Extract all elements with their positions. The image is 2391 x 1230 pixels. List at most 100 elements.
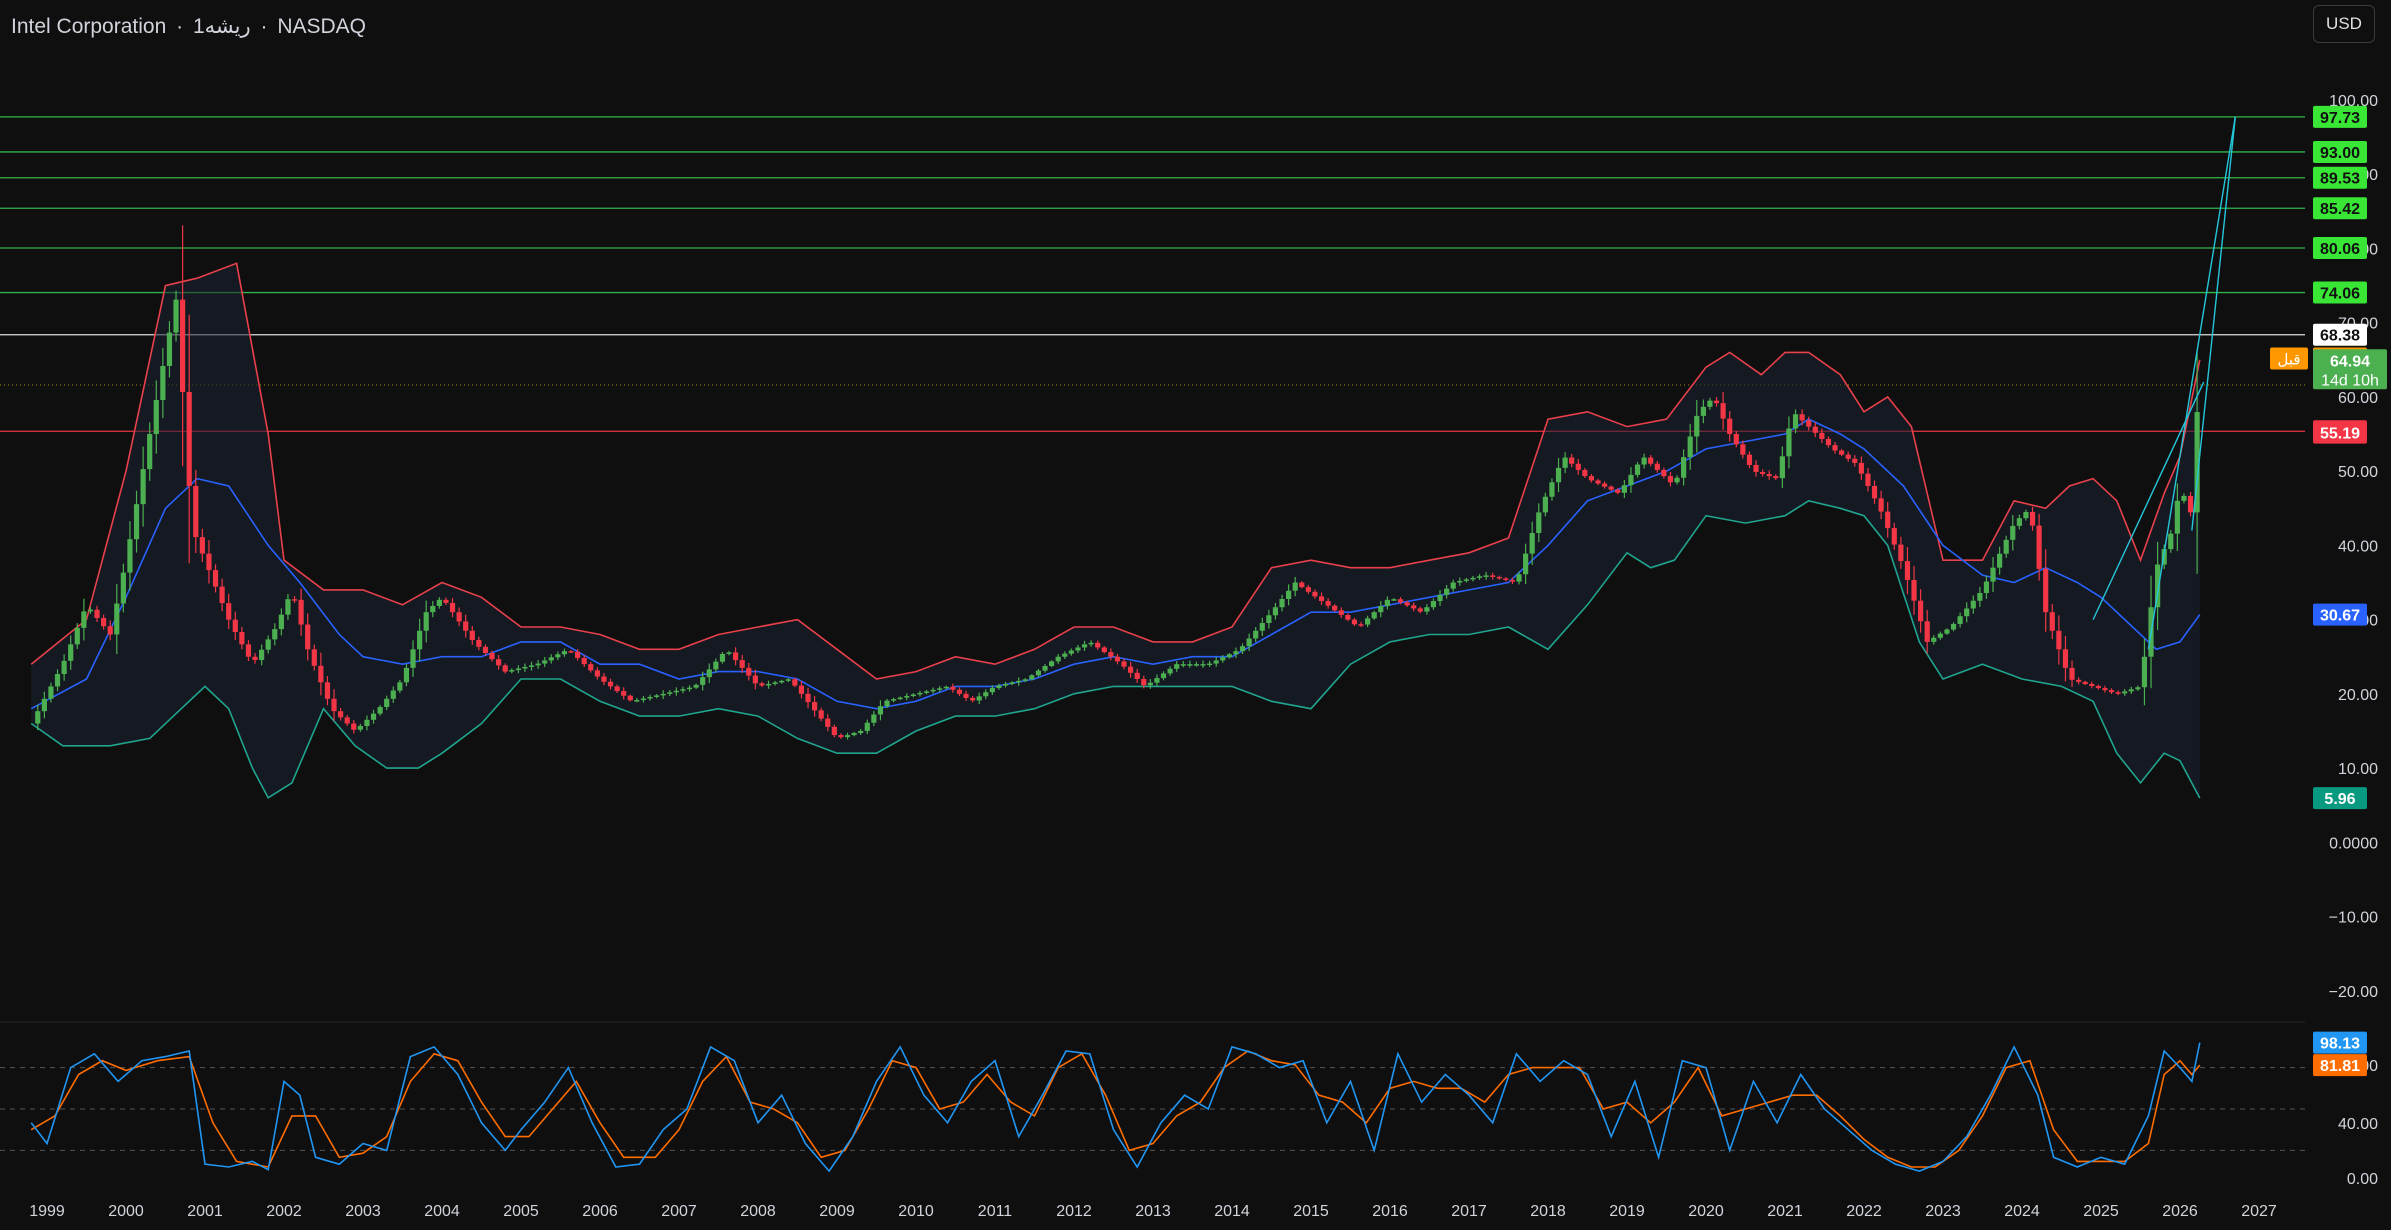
time-tick-label: 2004: [424, 1203, 460, 1220]
candle-down: [2108, 690, 2115, 693]
candle-down: [746, 667, 752, 676]
candle-down: [456, 612, 462, 622]
candle-up: [654, 695, 660, 697]
candle-up: [1239, 646, 1246, 652]
candle-down: [1509, 580, 1516, 582]
candle-up: [430, 606, 436, 613]
candle-up: [2010, 525, 2016, 540]
trendlines[interactable]: [2092, 116, 2236, 650]
candle-up: [173, 299, 179, 333]
candle-up: [917, 692, 923, 695]
candle-down: [338, 711, 344, 718]
time-tick-label: 2014: [1214, 1203, 1250, 1220]
candle-down: [1911, 580, 1917, 601]
stoch-badge-bg: [2313, 1031, 2367, 1054]
time-tick-label: 2016: [1372, 1203, 1408, 1220]
time-tick-label: 2021: [1767, 1203, 1803, 1220]
candle-down: [950, 686, 956, 690]
candle-up: [1536, 512, 1542, 534]
candle-down: [2089, 683, 2095, 687]
candle-down: [1918, 600, 1924, 622]
candle-down: [607, 681, 614, 687]
candle-down: [1351, 619, 1358, 625]
candle-up: [1641, 457, 1647, 465]
candle-down: [496, 659, 502, 666]
time-tick-label: 2008: [740, 1203, 776, 1220]
level-badge: 89.53: [2320, 171, 2360, 188]
price-badge: 55.19: [2320, 426, 2360, 443]
candle-down: [1773, 476, 1779, 479]
price-tick-label: 100.00: [2329, 93, 2378, 110]
stoch-badge: 81.81: [2320, 1058, 2360, 1075]
candle-up: [1371, 612, 1377, 619]
candle-down: [482, 646, 489, 654]
candle-up: [1266, 615, 1272, 624]
candle-up: [364, 719, 370, 727]
price-badge-bg: [2313, 349, 2387, 390]
stoch-badge-bg: [2313, 1054, 2367, 1077]
symbol-name: Intel Corporation: [11, 15, 167, 38]
candle-up: [555, 654, 561, 658]
candle-down: [1924, 621, 1930, 642]
time-tick-label: 2012: [1056, 1203, 1092, 1220]
candle-down: [1134, 672, 1140, 679]
candle-up: [509, 670, 515, 672]
candle-down: [1345, 614, 1351, 620]
candle-up: [673, 690, 679, 693]
candle-up: [1233, 651, 1239, 655]
price-tick-label: 60.00: [2338, 390, 2378, 407]
candle-up: [384, 698, 390, 708]
candle-down: [627, 695, 633, 701]
candle-up: [1516, 574, 1522, 582]
candle-up: [976, 696, 982, 701]
candle-down: [594, 670, 600, 677]
lower-band-line: [30, 499, 2201, 799]
candle-up: [772, 682, 778, 684]
candle-up: [1365, 618, 1371, 625]
candle-up: [2174, 500, 2180, 534]
time-tick-label: 2022: [1846, 1203, 1882, 1220]
candle-up: [844, 735, 851, 738]
candle-up: [74, 627, 80, 645]
time-tick-label: 2000: [108, 1203, 144, 1220]
candle-down: [1661, 469, 1667, 477]
candle-down: [1865, 473, 1871, 486]
candle-up: [127, 539, 133, 573]
candle-up: [1029, 675, 1035, 680]
candle-up: [680, 689, 686, 691]
time-tick-label: 2026: [2162, 1203, 2198, 1220]
candle-up: [1002, 683, 1009, 686]
candle-down: [1891, 528, 1897, 545]
candle-down: [1608, 486, 1614, 490]
candle-up: [1068, 650, 1074, 654]
time-tick-label: 2027: [2241, 1203, 2277, 1220]
time-tick-label: 2010: [898, 1203, 934, 1220]
candle-up: [1621, 485, 1627, 493]
candle-down: [311, 649, 317, 666]
candle-up: [2023, 511, 2029, 519]
candle-up: [120, 572, 126, 604]
symbol-title[interactable]: Intel Corporation · 1ریشه · NASDAQ: [11, 14, 370, 39]
candle-down: [476, 640, 482, 647]
candle-up: [1470, 577, 1476, 580]
candle-up: [1990, 567, 1996, 582]
time-axis[interactable]: 1999 2000 2001 2002 2003 2004 2005 2006 2007 2008…: [29, 1203, 2277, 1220]
candle-down: [351, 723, 357, 730]
candle-down: [2056, 630, 2062, 650]
candle-down: [2082, 681, 2088, 684]
candle-up: [1154, 678, 1160, 683]
candle-up: [1226, 654, 1232, 658]
candle-down: [180, 299, 186, 392]
candle-up: [2194, 412, 2200, 513]
candle-down: [1496, 576, 1502, 579]
candle-up: [1022, 679, 1028, 681]
candle-up: [1062, 653, 1068, 657]
candle-up: [259, 649, 265, 661]
exchange-label: NASDAQ: [277, 15, 366, 38]
candle-up: [1937, 633, 1943, 638]
candle-up: [1707, 400, 1713, 407]
candle-up: [1681, 457, 1687, 478]
candle-up: [48, 686, 54, 699]
currency-button[interactable]: USD: [2313, 5, 2375, 43]
